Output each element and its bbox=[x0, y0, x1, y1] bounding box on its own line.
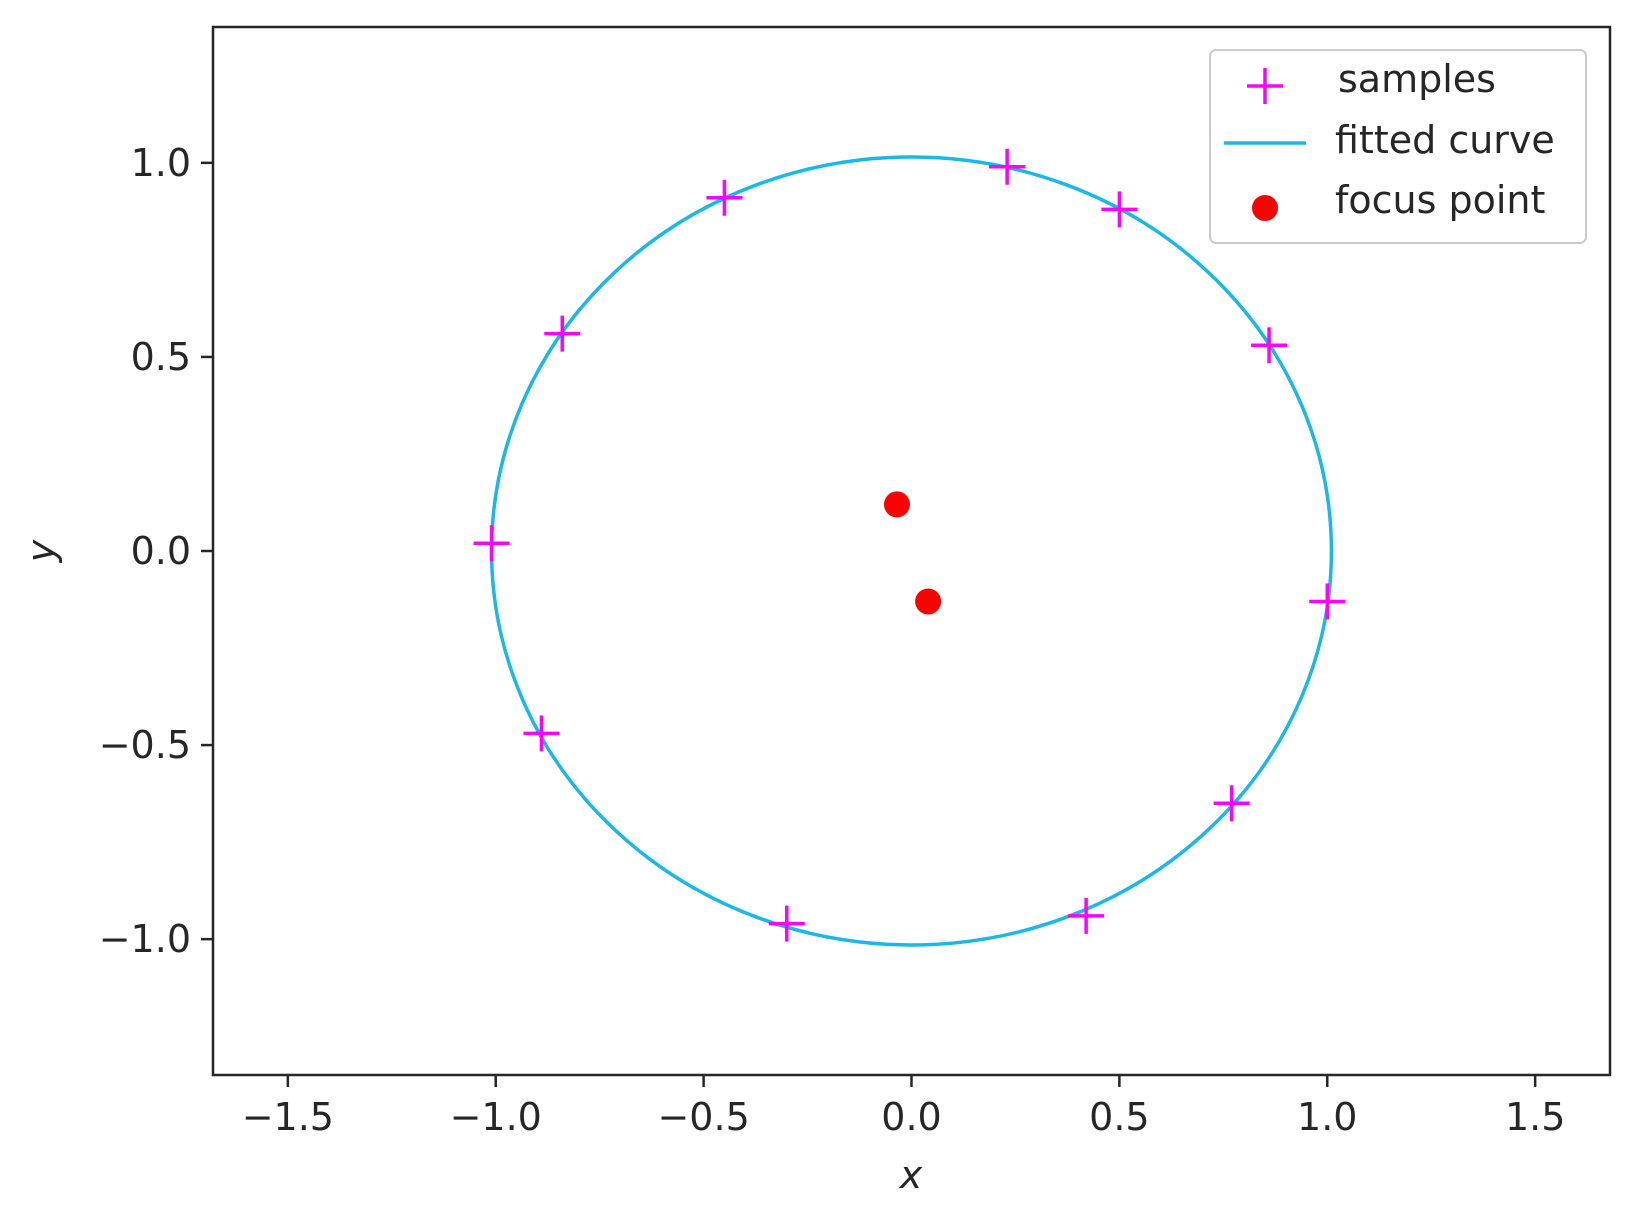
point-samples bbox=[768, 905, 805, 942]
legend-marker-samples bbox=[1247, 68, 1283, 104]
point-samples bbox=[1101, 191, 1138, 228]
legend-label-focus-point: focus point bbox=[1335, 178, 1545, 222]
point-samples bbox=[989, 148, 1026, 185]
legend-marker-focus-point bbox=[1252, 195, 1278, 221]
x-tick-label: 1.5 bbox=[1505, 1095, 1565, 1139]
point-focus-point bbox=[883, 491, 910, 518]
x-axis: −1.5 −1.0 −0.5 0.0 0.5 1.0 1.5 bbox=[242, 1075, 1565, 1139]
y-tick-label: −0.5 bbox=[99, 723, 191, 767]
y-axis: −1.0 −0.5 0.0 0.5 1.0 bbox=[99, 141, 213, 961]
point-samples bbox=[706, 179, 743, 216]
legend-entry-samples: samples bbox=[1247, 57, 1496, 104]
x-tick-label: 0.5 bbox=[1089, 1095, 1149, 1139]
legend-entry-fitted-curve: fitted curve bbox=[1224, 118, 1555, 162]
y-tick-label: −1.0 bbox=[99, 917, 191, 961]
plot-area bbox=[473, 148, 1346, 947]
y-tick-label: 1.0 bbox=[131, 141, 191, 185]
x-tick-label: −1.5 bbox=[242, 1095, 334, 1139]
point-samples bbox=[523, 715, 560, 752]
y-axis-label: y bbox=[19, 539, 63, 563]
legend-entry-focus-point: focus point bbox=[1252, 178, 1545, 222]
point-samples bbox=[1309, 583, 1346, 620]
point-samples bbox=[473, 525, 510, 562]
point-focus-point bbox=[915, 588, 942, 615]
x-tick-label: 0.0 bbox=[881, 1095, 941, 1139]
x-tick-label: −0.5 bbox=[657, 1095, 749, 1139]
legend-box bbox=[1209, 49, 1587, 244]
y-tick-label: 0.5 bbox=[131, 335, 191, 379]
point-samples bbox=[1068, 897, 1105, 934]
legend-label-fitted-curve: fitted curve bbox=[1335, 118, 1555, 162]
x-axis-label: x bbox=[899, 1153, 923, 1197]
point-samples bbox=[544, 315, 581, 352]
x-tick-label: 1.0 bbox=[1297, 1095, 1357, 1139]
point-samples bbox=[1251, 327, 1288, 364]
point-samples bbox=[1213, 785, 1250, 822]
legend: samples fitted curve focus point bbox=[1209, 49, 1587, 244]
legend-label-samples: samples bbox=[1338, 57, 1496, 101]
x-tick-label: −1.0 bbox=[450, 1095, 542, 1139]
y-tick-label: 0.0 bbox=[131, 529, 191, 573]
series-fitted-curve bbox=[489, 155, 1334, 947]
